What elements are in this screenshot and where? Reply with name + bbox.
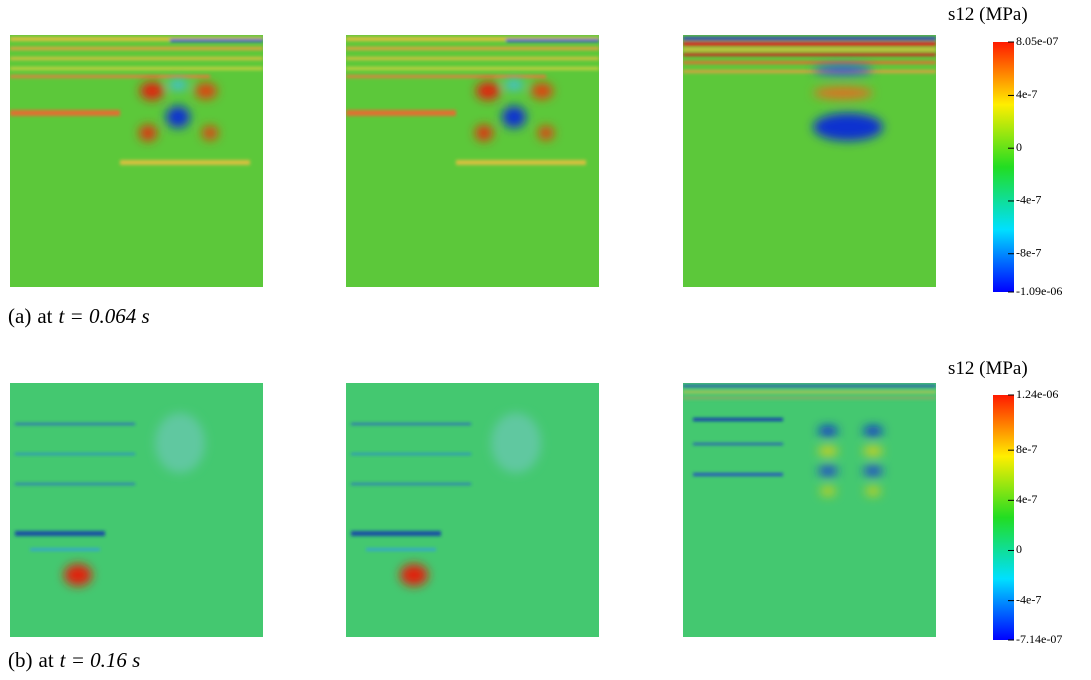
caption-label: (b): [8, 648, 33, 672]
panel-a-plots: [10, 35, 936, 287]
contour-plot: [346, 35, 599, 287]
contour-plot: [346, 383, 599, 637]
colorbar-tick-label: 0: [1016, 542, 1022, 556]
colorbar-tick-label: -7.14e-07: [1016, 632, 1062, 646]
colorbar-tick-label: 1.24e-06: [1016, 387, 1058, 401]
contour-plot: [683, 35, 936, 287]
caption-math: t = 0.064 s: [58, 304, 149, 328]
contour-plot: [10, 35, 263, 287]
colorbar-tick-label: -4e-7: [1016, 592, 1041, 606]
colorbar-tick-label: 0: [1016, 140, 1022, 154]
colorbar-tick-label: 4e-7: [1016, 87, 1037, 101]
caption: (b) at t = 0.16 s: [8, 648, 140, 672]
colorbar-title: s12 (MPa): [948, 4, 1028, 25]
caption-math: t = 0.16 s: [60, 648, 141, 672]
panel-b-plots: [10, 383, 936, 637]
colorbar-tick-label: 8.05e-07: [1016, 34, 1058, 48]
colorbar-tick-label: -1.09e-06: [1016, 284, 1062, 298]
caption-text: at: [37, 304, 52, 328]
colorbar: [993, 395, 1014, 640]
caption-label: (a): [8, 304, 31, 328]
colorbar-tick-label: 4e-7: [1016, 492, 1037, 506]
caption-text: at: [39, 648, 54, 672]
colorbar-tick-label: -8e-7: [1016, 245, 1041, 259]
colorbar-tick-label: -4e-7: [1016, 193, 1041, 207]
colorbar: [993, 42, 1014, 292]
contour-plot: [10, 383, 263, 637]
contour-plot: [683, 383, 936, 637]
colorbar-tick-label: 8e-7: [1016, 442, 1037, 456]
colorbar-title: s12 (MPa): [948, 358, 1028, 379]
caption: (a) at t = 0.064 s: [8, 304, 150, 328]
